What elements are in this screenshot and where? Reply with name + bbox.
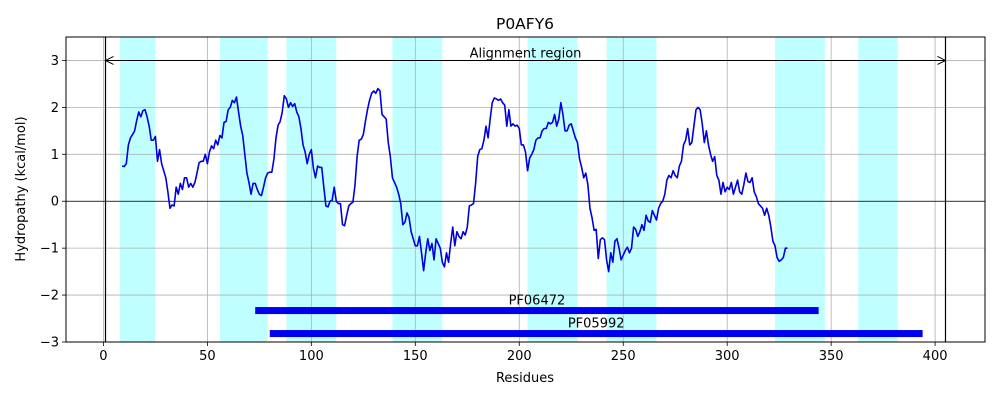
highlight-band-5 [527, 37, 578, 342]
y-tick-label: 3 [51, 54, 59, 69]
x-tick-label: 200 [507, 349, 532, 364]
x-axis-ticks: 0 50 100 150 200 250 300 350 400 [99, 342, 948, 364]
highlight-regions [120, 37, 898, 342]
y-axis-ticks: −3 −2 −1 0 1 2 3 [40, 54, 66, 351]
y-tick-label: −1 [40, 242, 59, 257]
domain-label-pf06472: PF06472 [509, 294, 566, 309]
x-tick-label: 0 [99, 349, 107, 364]
x-tick-label: 50 [199, 349, 216, 364]
domain-label-pf05992: PF05992 [568, 317, 625, 332]
plot-frame [65, 36, 986, 343]
y-axis-title: Hydropathy (kcal/mol) [14, 116, 29, 261]
highlight-band-1 [120, 37, 156, 342]
x-tick-label: 100 [299, 349, 324, 364]
x-tick-label: 150 [403, 349, 428, 364]
chart-title: P0AFY6 [496, 15, 554, 33]
highlight-band-7 [775, 37, 825, 342]
y-tick-label: −3 [40, 336, 59, 351]
series [121, 87, 788, 273]
highlight-band-4 [392, 37, 443, 342]
highlight-band-2 [219, 37, 268, 342]
highlight-band-8 [858, 37, 898, 342]
alignment-arrow-right-head [937, 56, 947, 65]
x-tick-label: 400 [923, 349, 948, 364]
y-tick-label: 1 [51, 148, 59, 163]
x-tick-label: 250 [611, 349, 636, 364]
highlight-band-6 [606, 37, 657, 342]
y-tick-label: 0 [51, 195, 59, 210]
x-tick-label: 350 [819, 349, 844, 364]
x-axis-title: Residues [496, 371, 554, 386]
y-tick-label: −2 [40, 289, 59, 304]
domain-bar-pf06472 [255, 307, 819, 315]
y-tick-label: 2 [51, 101, 59, 116]
hydropathy-line [121, 87, 788, 273]
alignment-region-label: Alignment region [470, 46, 582, 61]
domain-bar-pf05992 [269, 330, 923, 338]
alignment-annotation: Alignment region [104, 46, 947, 65]
alignment-arrow-left-head [104, 56, 114, 65]
x-tick-label: 300 [715, 349, 740, 364]
region-boundaries [104, 37, 947, 342]
